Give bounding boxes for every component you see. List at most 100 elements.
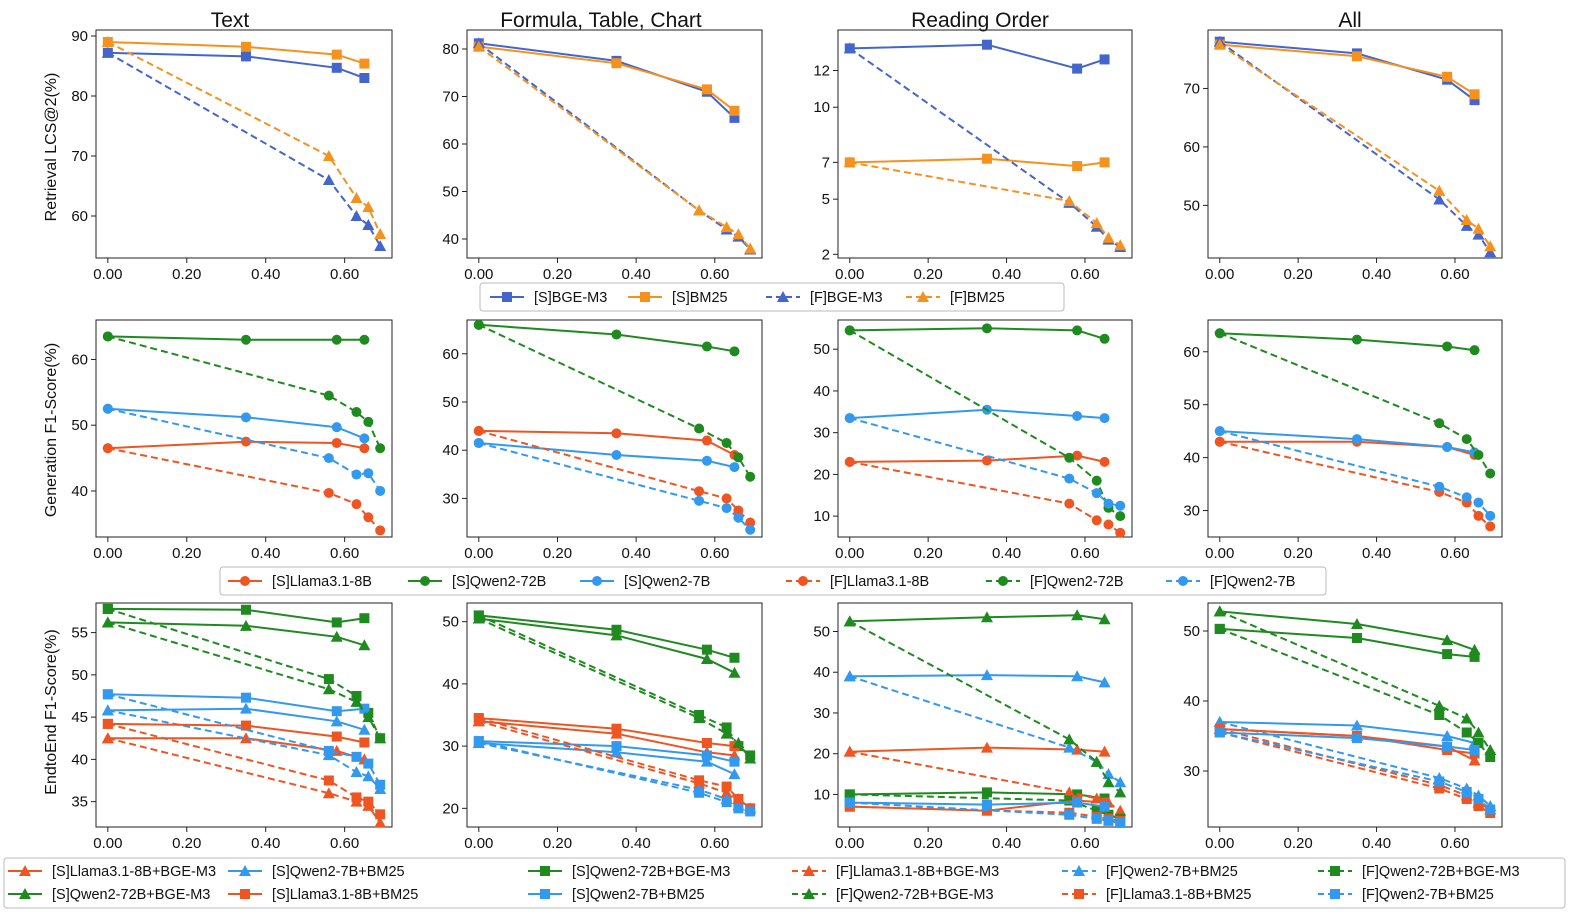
x-tick-label: 0.20 — [1284, 835, 1313, 852]
y-tick-label: 40 — [71, 751, 88, 768]
legend-swatch-marker — [19, 888, 31, 899]
series-line — [107, 693, 365, 713]
data-point — [359, 737, 370, 748]
data-point — [331, 706, 342, 717]
y-tick-label: 40 — [442, 442, 459, 459]
x-tick-label: 0.60 — [330, 835, 359, 852]
x-tick-label: 0.20 — [543, 835, 572, 852]
ylabel-endtoend: EndtoEnd F1-Score(%) — [43, 629, 60, 794]
data-point — [330, 715, 343, 727]
series-line — [107, 51, 382, 247]
legend-label: [F]Qwen2-7B+BM25 — [1362, 887, 1494, 903]
x-tick-label: 0.60 — [700, 545, 729, 562]
subplot-5: 0.00 0.20 0.40 0.60 30 40 50 60 — [442, 319, 763, 562]
data-point — [733, 794, 744, 804]
data-point — [728, 768, 741, 780]
data-point — [102, 718, 113, 729]
series-line — [478, 442, 735, 469]
data-point — [1098, 613, 1111, 625]
data-point — [720, 221, 733, 233]
legend-label: [F]BGE-M3 — [810, 290, 883, 306]
series-line — [1219, 332, 1492, 475]
data-point — [1063, 741, 1076, 753]
data-point — [1468, 643, 1481, 655]
data-point — [721, 437, 732, 448]
data-point — [611, 428, 622, 439]
subplot-8: 0.00 0.20 0.40 0.60 35 40 45 50 55 — [71, 602, 393, 852]
data-point — [374, 228, 387, 239]
data-point — [720, 727, 733, 739]
series-line — [1219, 440, 1475, 456]
data-point — [239, 732, 252, 744]
x-tick-label: 0.00 — [464, 835, 493, 852]
legend-label: [S]Qwen2-7B+BM25 — [572, 887, 705, 903]
data-point — [101, 732, 114, 744]
y-tick-label: 40 — [442, 676, 459, 693]
y-tick-label: 60 — [71, 351, 88, 368]
data-point — [359, 73, 370, 83]
y-tick-label: 20 — [813, 466, 830, 483]
data-point — [101, 704, 114, 716]
subplot-2: 0.00 0.20 0.40 0.60 2 5 7 10 12 — [813, 29, 1133, 283]
data-point — [729, 756, 740, 767]
data-point — [733, 505, 744, 516]
data-point — [1461, 794, 1472, 804]
legend-swatch-marker — [1330, 866, 1340, 876]
data-point — [1433, 193, 1446, 205]
series-line — [107, 335, 365, 341]
data-point — [1434, 481, 1445, 492]
series-line — [849, 674, 1105, 684]
y-tick-label: 10 — [813, 99, 830, 116]
data-point — [729, 105, 740, 116]
x-tick-label: 0.00 — [93, 835, 122, 852]
data-point — [1114, 804, 1127, 816]
series-line — [849, 614, 1105, 623]
y-tick-label: 40 — [1183, 450, 1200, 467]
y-tick-label: 30 — [1183, 763, 1200, 780]
data-point — [693, 204, 706, 216]
data-point — [1434, 783, 1445, 794]
data-point — [1351, 334, 1362, 345]
legend-swatch-marker — [239, 865, 251, 876]
data-point — [1099, 801, 1110, 812]
legend-swatch-marker — [240, 889, 250, 899]
series-line — [478, 742, 735, 776]
data-point — [362, 219, 375, 230]
data-point — [729, 652, 740, 663]
series-line — [1219, 430, 1475, 454]
series-line — [107, 607, 365, 624]
legend-label: [S]Llama3.1-8B+BGE-M3 — [52, 864, 216, 880]
data-point — [1473, 497, 1484, 508]
data-point — [1460, 219, 1473, 231]
data-point — [980, 741, 993, 753]
data-point — [240, 412, 251, 423]
y-tick-label: 60 — [71, 208, 88, 225]
legend-endtoend: [S]Llama3.1-8B+BGE-M3 [S]Qwen2-7B+BM25 [S]… — [3, 857, 1566, 909]
y-tick-label: 7 — [822, 154, 830, 171]
legend-swatch-marker — [798, 576, 808, 586]
data-point — [1115, 527, 1126, 538]
data-point — [611, 723, 622, 734]
data-point — [843, 670, 856, 682]
y-tick-label: 50 — [442, 394, 459, 411]
data-point — [1072, 450, 1083, 461]
plot-frame — [1207, 29, 1503, 259]
data-point — [240, 604, 251, 615]
data-point — [239, 702, 252, 714]
data-point — [363, 796, 374, 807]
x-tick-label: 0.20 — [172, 545, 201, 562]
data-point — [1350, 719, 1363, 731]
data-point — [1091, 805, 1102, 816]
data-point — [981, 153, 992, 164]
data-point — [610, 746, 623, 758]
y-tick-label: 12 — [813, 62, 830, 79]
data-point — [239, 619, 252, 631]
y-tick-label: 40 — [813, 383, 830, 400]
data-point — [701, 750, 712, 761]
data-point — [1473, 801, 1484, 811]
data-point — [1351, 51, 1362, 62]
data-point — [844, 325, 855, 336]
data-point — [102, 403, 113, 414]
data-point — [362, 770, 375, 782]
